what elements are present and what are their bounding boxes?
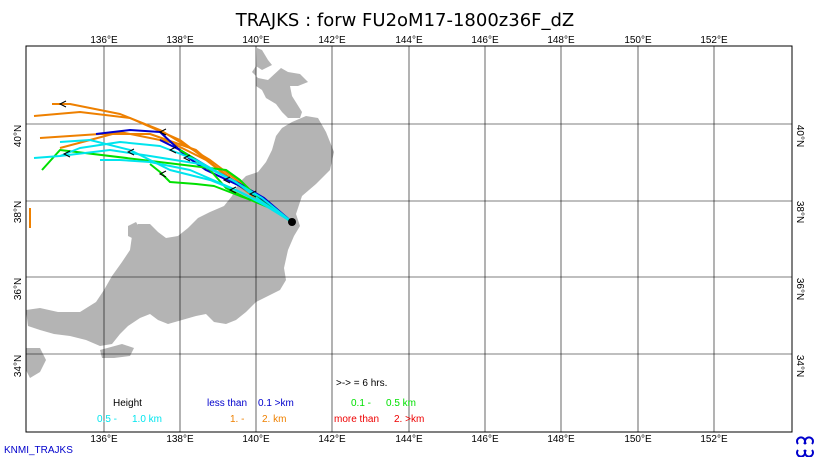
lon-label: 140°E <box>242 434 270 445</box>
legend-class-b: 1.0 km <box>132 414 162 425</box>
trajectory-line <box>33 149 293 223</box>
lon-label: 150°E <box>624 434 652 445</box>
time-arrow-icon <box>62 150 71 158</box>
legend-class-b: 0.5 km <box>386 398 416 409</box>
graticule <box>26 46 792 432</box>
lon-label: 144°E <box>395 35 423 46</box>
lon-label: 148°E <box>547 35 575 46</box>
release-point <box>288 218 296 226</box>
lon-label: 152°E <box>700 434 728 445</box>
map-area <box>25 45 793 433</box>
time-arrow-icon <box>168 146 177 154</box>
legend-height-label: Height <box>113 398 142 409</box>
lon-label: 136°E <box>90 35 118 46</box>
legend-arrow-note: >-> = 6 hrs. <box>336 378 387 389</box>
lon-label: 152°E <box>700 35 728 46</box>
lat-label: 38°N <box>13 201 24 223</box>
lon-label: 150°E <box>624 35 652 46</box>
knmi-logo-icon <box>796 436 814 457</box>
lon-label: 136°E <box>90 434 118 445</box>
time-arrow-icon <box>248 190 257 198</box>
legend-class-a: less than <box>207 398 247 409</box>
time-arrow-icon <box>228 186 237 194</box>
lon-label: 142°E <box>318 35 346 46</box>
lon-label: 148°E <box>547 434 575 445</box>
time-arrow-icon <box>158 128 167 136</box>
map-title: TRAJKS : forw FU2oM17-1800z36F_dZ <box>235 10 575 31</box>
lat-label: 34°N <box>13 355 24 377</box>
legend-class-b: 0.1 >km <box>258 398 294 409</box>
time-arrow-icon <box>58 100 67 108</box>
time-arrow-icon <box>222 176 231 184</box>
land-japan <box>26 48 334 378</box>
lat-labels-left: 40°N 38°N 36°N 34°N <box>13 125 24 377</box>
lon-label: 146°E <box>471 434 499 445</box>
lon-labels-bottom: 136°E 138°E 140°E 142°E 144°E 146°E 148°… <box>90 434 728 445</box>
time-arrows <box>58 100 257 198</box>
map-frame <box>25 45 793 433</box>
lat-labels-right: 40°N 38°N 36°N 34°N <box>794 125 805 377</box>
lat-label: 38°N <box>794 201 805 223</box>
lat-label: 34°N <box>794 355 805 377</box>
footer-label: KNMI_TRAJKS <box>4 445 73 456</box>
legend-class-b: 2. km <box>262 414 286 425</box>
legend-class-a: 1. - <box>230 414 244 425</box>
lat-label: 40°N <box>794 125 805 147</box>
legend-class-b: 2. >km <box>394 414 424 425</box>
lon-label: 138°E <box>166 35 194 46</box>
legend-class-a: 0.5 - <box>97 414 117 425</box>
legend-class-a: 0.1 - <box>351 398 371 409</box>
lat-label: 36°N <box>794 278 805 300</box>
lat-label: 40°N <box>13 125 24 147</box>
lon-label: 144°E <box>395 434 423 445</box>
lon-labels-top: 136°E 138°E 140°E 142°E 144°E 146°E 148°… <box>90 35 728 46</box>
lon-label: 140°E <box>242 35 270 46</box>
time-arrow-icon <box>126 148 135 156</box>
lon-label: 138°E <box>166 434 194 445</box>
time-arrow-icon <box>158 170 167 178</box>
legend: Height >-> = 6 hrs. less than 0.1 >km 0.… <box>97 378 424 425</box>
time-arrow-icon <box>182 154 191 162</box>
lon-label: 142°E <box>318 434 346 445</box>
legend-class-a: more than <box>334 414 379 425</box>
trajectory-line <box>59 141 293 223</box>
trajectory-line <box>59 139 293 223</box>
lat-label: 36°N <box>13 278 24 300</box>
lon-label: 146°E <box>471 35 499 46</box>
